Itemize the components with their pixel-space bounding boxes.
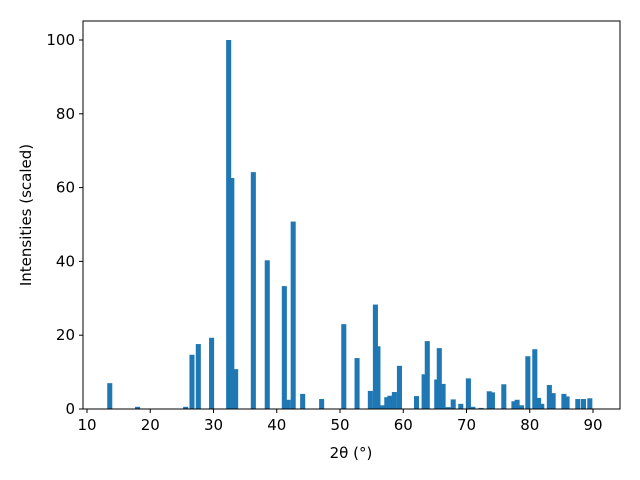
bar bbox=[440, 383, 446, 409]
y-tick-label: 60 bbox=[56, 179, 75, 197]
bar bbox=[539, 403, 545, 409]
bar bbox=[250, 172, 256, 409]
bar bbox=[587, 398, 593, 409]
plot-frame bbox=[82, 20, 621, 410]
bar bbox=[546, 385, 552, 409]
x-tick-label: 80 bbox=[520, 416, 539, 434]
bar bbox=[387, 395, 393, 409]
bar bbox=[264, 260, 270, 409]
bar bbox=[229, 178, 235, 409]
bar bbox=[424, 341, 430, 409]
x-axis-label: 2θ (°) bbox=[330, 444, 373, 462]
bar bbox=[478, 407, 484, 409]
x-tick-label: 70 bbox=[457, 416, 476, 434]
bar bbox=[486, 391, 492, 409]
bar bbox=[183, 406, 189, 409]
bar bbox=[489, 392, 495, 409]
bar bbox=[465, 378, 471, 409]
bar bbox=[367, 390, 373, 409]
bar bbox=[195, 344, 201, 409]
bar bbox=[470, 406, 476, 409]
bar bbox=[514, 399, 520, 409]
bar bbox=[372, 304, 378, 409]
bar bbox=[341, 324, 347, 409]
bar bbox=[209, 337, 215, 409]
bar bbox=[285, 399, 291, 409]
bar bbox=[501, 384, 507, 409]
bar bbox=[518, 405, 525, 409]
bar bbox=[436, 348, 442, 409]
bar bbox=[281, 286, 287, 409]
bar bbox=[550, 393, 556, 409]
bar bbox=[575, 399, 581, 409]
bar bbox=[396, 365, 402, 409]
bar bbox=[445, 407, 451, 409]
y-tick-label: 80 bbox=[56, 105, 75, 123]
bar bbox=[354, 358, 360, 409]
x-tick-label: 60 bbox=[394, 416, 413, 434]
x-tick-label: 30 bbox=[204, 416, 223, 434]
bar bbox=[384, 397, 390, 409]
bar bbox=[525, 356, 531, 409]
x-tick-label: 40 bbox=[267, 416, 286, 434]
bar bbox=[413, 396, 420, 409]
x-tick-label: 20 bbox=[141, 416, 160, 434]
bar bbox=[564, 396, 570, 409]
bar bbox=[300, 393, 306, 409]
bar bbox=[135, 406, 141, 409]
bar bbox=[536, 397, 542, 409]
bar bbox=[319, 399, 325, 409]
bar bbox=[226, 40, 232, 410]
bar bbox=[511, 401, 517, 409]
bar bbox=[375, 346, 381, 409]
bar bbox=[450, 399, 456, 409]
bar bbox=[421, 374, 427, 409]
bar bbox=[391, 392, 397, 409]
y-tick-label: 0 bbox=[65, 400, 75, 418]
x-tick-label: 10 bbox=[77, 416, 96, 434]
x-tick-label: 90 bbox=[583, 416, 602, 434]
bar bbox=[580, 399, 587, 409]
y-axis-label: Intensities (scaled) bbox=[17, 144, 35, 286]
bar bbox=[379, 405, 385, 409]
bar bbox=[532, 349, 538, 409]
bar bbox=[561, 393, 567, 409]
bar bbox=[107, 383, 113, 409]
y-tick-label: 20 bbox=[56, 326, 75, 344]
bar bbox=[458, 403, 464, 409]
y-tick-label: 100 bbox=[46, 31, 75, 49]
bar bbox=[233, 369, 239, 409]
bar bbox=[189, 354, 195, 409]
y-tick-label: 40 bbox=[56, 252, 75, 270]
x-tick-label: 50 bbox=[330, 416, 349, 434]
bar bbox=[290, 221, 296, 409]
